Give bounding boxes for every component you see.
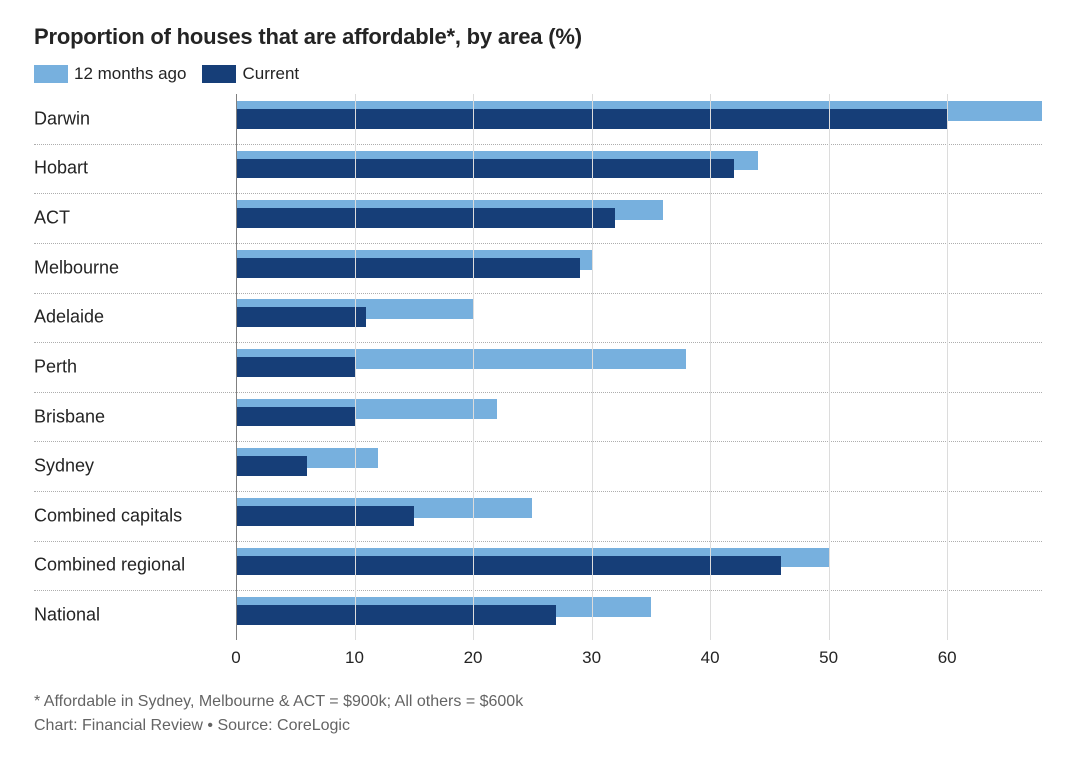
chart-row: Adelaide <box>34 293 1042 343</box>
rows-container: Darwin Hobart ACT Melbourne Adelaide Perth Bri… <box>34 94 1042 640</box>
category-label: Combined regional <box>34 555 185 576</box>
chart-container: Proportion of houses that are affordable… <box>0 0 1080 762</box>
credit: Chart: Financial Review • Source: CoreLo… <box>34 714 1060 738</box>
bars-cell <box>236 293 1042 343</box>
bar-current <box>236 357 355 377</box>
chart-row: Combined capitals <box>34 491 1042 541</box>
gridline <box>710 94 711 640</box>
bar-current <box>236 556 781 576</box>
category-label: Brisbane <box>34 406 105 427</box>
chart-title: Proportion of houses that are affordable… <box>34 24 1060 50</box>
gridline <box>473 94 474 640</box>
legend-label-12m: 12 months ago <box>74 64 186 84</box>
category-label: National <box>34 605 100 626</box>
gridline <box>829 94 830 640</box>
bar-current <box>236 258 580 278</box>
category-label: Perth <box>34 356 77 377</box>
bar-current <box>236 456 307 476</box>
chart-row: Darwin <box>34 94 1042 144</box>
category-label: Combined capitals <box>34 505 182 526</box>
bar-current <box>236 159 734 179</box>
bar-current <box>236 506 414 526</box>
x-tick-label: 60 <box>938 648 957 668</box>
bars-cell <box>236 541 1042 591</box>
chart-row: Melbourne <box>34 243 1042 293</box>
category-label: Adelaide <box>34 307 104 328</box>
chart-row: Brisbane <box>34 392 1042 442</box>
bars-cell <box>236 94 1042 144</box>
chart-row: Perth <box>34 342 1042 392</box>
bar-current <box>236 307 366 327</box>
legend-swatch-12m <box>34 65 68 83</box>
legend-label-current: Current <box>242 64 299 84</box>
legend-item-12m: 12 months ago <box>34 64 186 84</box>
legend: 12 months ago Current <box>34 64 1060 84</box>
legend-item-current: Current <box>202 64 299 84</box>
x-axis-ticks: 0 10 20 30 40 50 60 <box>34 640 1042 674</box>
gridline <box>355 94 356 640</box>
bar-current <box>236 208 615 228</box>
bars-cell <box>236 193 1042 243</box>
x-tick-label: 50 <box>819 648 838 668</box>
plot-area: Darwin Hobart ACT Melbourne Adelaide Perth Bri… <box>34 94 1042 674</box>
x-tick-label: 30 <box>582 648 601 668</box>
chart-row: ACT <box>34 193 1042 243</box>
bars-cell <box>236 441 1042 491</box>
bars-cell <box>236 491 1042 541</box>
chart-row: Hobart <box>34 144 1042 194</box>
bars-cell <box>236 392 1042 442</box>
chart-row: Sydney <box>34 441 1042 491</box>
category-label: Melbourne <box>34 257 119 278</box>
bar-current <box>236 605 556 625</box>
gridline <box>947 94 948 640</box>
x-tick-label: 0 <box>231 648 240 668</box>
bars-cell <box>236 590 1042 640</box>
legend-swatch-current <box>202 65 236 83</box>
bars-cell <box>236 342 1042 392</box>
category-label: ACT <box>34 208 70 229</box>
bars-cell <box>236 144 1042 194</box>
gridline <box>592 94 593 640</box>
category-label: Darwin <box>34 108 90 129</box>
bar-current <box>236 407 355 427</box>
chart-row: National <box>34 590 1042 640</box>
chart-row: Combined regional <box>34 541 1042 591</box>
category-label: Hobart <box>34 158 88 179</box>
zero-line <box>236 94 237 640</box>
x-tick-label: 20 <box>464 648 483 668</box>
bars-cell <box>236 243 1042 293</box>
category-label: Sydney <box>34 456 94 477</box>
footnote: * Affordable in Sydney, Melbourne & ACT … <box>34 690 1060 714</box>
x-tick-label: 40 <box>701 648 720 668</box>
x-tick-label: 10 <box>345 648 364 668</box>
